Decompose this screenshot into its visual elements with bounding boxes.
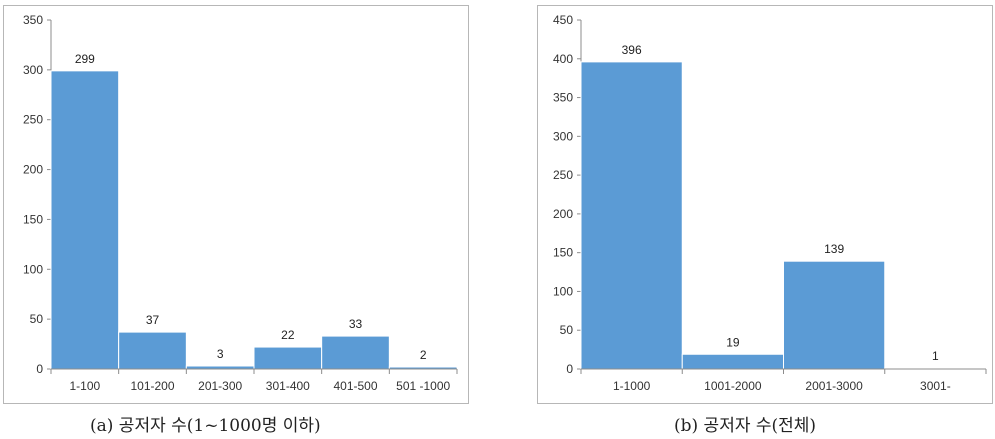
y-tick-label: 250 <box>23 113 43 127</box>
y-tick-label: 150 <box>553 246 573 260</box>
data-label: 3 <box>217 347 224 361</box>
x-tick-label: 101-200 <box>130 379 174 393</box>
y-tick-label: 100 <box>23 262 43 276</box>
y-tick-label: 350 <box>553 91 573 105</box>
y-tick-label: 200 <box>23 163 43 177</box>
bar-chart-b: 0 50 100 150 200 250 300 350 400 450 396 19 139 1 1-10… <box>553 13 987 393</box>
y-tick-label: 250 <box>553 168 573 182</box>
chart-caption-a: (a) 공저자 수(1~1000명 이하) <box>90 416 321 436</box>
chart-frame-a: 0 50 100 150 200 250 300 350 299 37 3 22 33 2 1-100 101… <box>3 5 469 404</box>
y-tick-label: 200 <box>553 207 573 221</box>
data-label: 22 <box>281 328 295 342</box>
y-tick-label: 0 <box>566 362 573 376</box>
x-tick-label: 301-400 <box>266 379 310 393</box>
y-tick-label: 50 <box>560 323 574 337</box>
x-tick-label: 1-100 <box>69 379 100 393</box>
data-label: 33 <box>349 317 363 331</box>
x-tick-label: 501 -1000 <box>396 379 450 393</box>
bar <box>783 260 886 370</box>
data-label: 2 <box>420 348 427 362</box>
bar <box>580 61 683 370</box>
data-label: 299 <box>75 52 95 66</box>
data-label: 139 <box>824 242 844 256</box>
x-tick-label: 1-1000 <box>613 379 651 393</box>
y-tick-label: 150 <box>23 212 43 226</box>
chart-caption-b: (b) 공저자 수(전체) <box>674 416 817 436</box>
y-tick-label: 50 <box>30 312 44 326</box>
y-tick-label: 350 <box>23 13 43 27</box>
x-tick-label: 3001- <box>920 379 951 393</box>
y-tick-label: 300 <box>23 63 43 77</box>
bar-chart-a: 0 50 100 150 200 250 300 350 299 37 3 22 33 2 1-100 101… <box>23 13 458 393</box>
chart-frame-b: 0 50 100 150 200 250 300 350 400 450 396 19 139 1 1-10… <box>537 5 993 404</box>
x-tick-label: 401-500 <box>333 379 377 393</box>
x-tick-label: 1001-2000 <box>704 379 762 393</box>
data-label: 1 <box>932 349 939 363</box>
x-tick-label: 201-300 <box>198 379 242 393</box>
y-tick-label: 300 <box>553 129 573 143</box>
y-tick-label: 400 <box>553 52 573 66</box>
y-tick-label: 0 <box>36 362 43 376</box>
bar <box>253 346 323 370</box>
bar <box>321 335 390 370</box>
bar <box>681 353 784 370</box>
y-tick-label: 100 <box>553 284 573 298</box>
bar <box>50 70 120 370</box>
bar <box>118 331 187 370</box>
y-tick-label: 450 <box>553 13 573 27</box>
data-label: 37 <box>146 313 160 327</box>
data-label: 396 <box>622 43 642 57</box>
x-tick-label: 2001-3000 <box>805 379 863 393</box>
data-label: 19 <box>726 335 740 349</box>
